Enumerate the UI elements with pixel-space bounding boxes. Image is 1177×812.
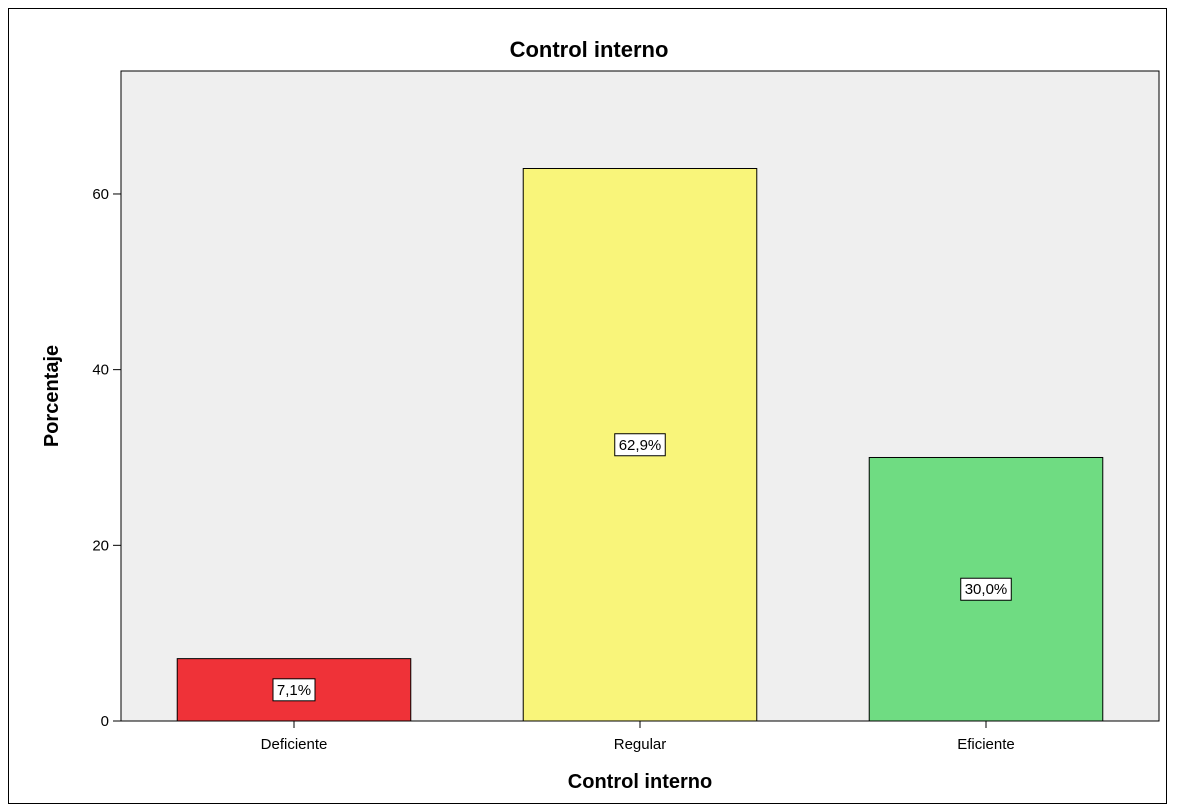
data-labels: 7,1% 62,9% 30,0% xyxy=(272,433,1012,702)
x-tick-label: Deficiente xyxy=(261,736,328,753)
chart-title: Control interno xyxy=(510,37,669,62)
data-label-box xyxy=(960,577,1012,601)
y-tick-label: 60 xyxy=(92,186,109,203)
data-label: 30,0% xyxy=(965,581,1008,598)
x-tick-label: Eficiente xyxy=(957,736,1015,753)
x-axis-title: Control interno xyxy=(568,771,712,793)
x-tick-label: Regular xyxy=(614,736,667,753)
data-label-box xyxy=(614,433,666,457)
y-axis: 0 20 40 60 xyxy=(92,186,121,730)
y-axis-title: Porcentaje xyxy=(41,345,63,447)
y-tick-label: 20 xyxy=(92,537,109,554)
data-label-box xyxy=(272,678,316,702)
x-axis: Deficiente Regular Eficiente xyxy=(261,721,1015,753)
data-label: 7,1% xyxy=(277,682,311,699)
y-tick-label: 0 xyxy=(101,713,109,730)
y-tick-label: 40 xyxy=(92,362,109,379)
data-label: 62,9% xyxy=(619,437,662,454)
